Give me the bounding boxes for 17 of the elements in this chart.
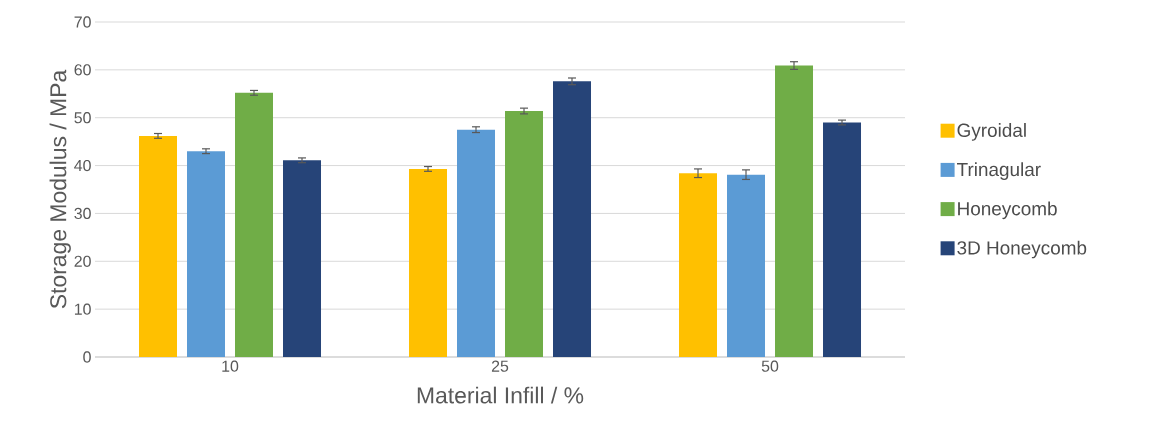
legend-label: Honeycomb <box>958 201 1057 220</box>
x-axis-title: Material Infill / % <box>417 386 584 404</box>
y-tick-label: 10 <box>74 303 91 315</box>
y-tick-label: 30 <box>74 207 91 220</box>
legend-label: Trinagular <box>957 162 1041 180</box>
legend-label: 3D Honeycomb <box>957 240 1087 259</box>
y-tick-label: 40 <box>74 159 91 172</box>
x-tick-label: 50 <box>761 360 779 372</box>
y-tick-label: 0 <box>83 351 91 363</box>
y-tick-label: 50 <box>74 112 91 124</box>
y-axis-title: Storage Modulus / MPa <box>49 69 71 309</box>
x-tick-label: 25 <box>491 360 509 372</box>
x-tick-label: 10 <box>222 360 239 372</box>
legend-label: Gyroidal <box>957 123 1026 141</box>
y-tick-label: 70 <box>74 16 91 28</box>
y-tick-label: 20 <box>74 255 91 267</box>
y-tick-label: 60 <box>74 64 91 76</box>
